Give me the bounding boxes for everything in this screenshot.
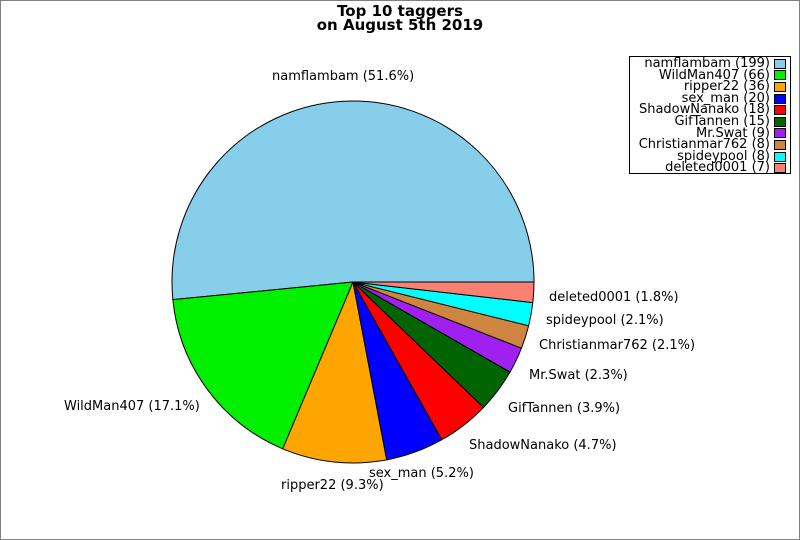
legend-swatch — [774, 70, 786, 81]
pie-slice-label: ShadowNanako (4.7%) — [469, 438, 617, 453]
legend-swatch — [774, 163, 786, 174]
legend-row: ShadowNanako (18) — [630, 104, 788, 116]
legend-swatch — [774, 116, 786, 127]
legend-label: spideypool (8) — [677, 148, 770, 164]
legend-label: ShadowNanako (18) — [638, 102, 770, 118]
legend-label: Mr.Swat (9) — [696, 125, 770, 141]
pie-slice-label: deleted0001 (1.8%) — [549, 290, 679, 305]
pie-slice-label: Christianmar762 (2.1%) — [539, 338, 696, 353]
legend-label: Christianmar762 (8) — [638, 137, 770, 153]
legend-swatch — [774, 128, 786, 139]
legend-row: Christianmar762 (8) — [630, 137, 788, 153]
pie-slice-label: WildMan407 (17.1%) — [64, 399, 200, 414]
legend-label: deleted0001 (7) — [665, 160, 770, 176]
chart-title-line2: on August 5th 2019 — [316, 16, 484, 34]
legend-row: spideypool (8) — [630, 148, 788, 164]
legend-swatch — [774, 93, 786, 104]
legend-swatch — [774, 58, 786, 69]
chart-title: Top 10 taggers on August 5th 2019 — [1, 2, 799, 34]
pie-slice-label: ripper22 (9.3%) — [281, 478, 384, 493]
chart-title-line1: Top 10 taggers — [337, 2, 463, 20]
legend-row: sex_man (20) — [630, 90, 788, 106]
legend-row: namflambam (199) — [630, 56, 788, 71]
pie-slice-deleted0001 — [352, 281, 535, 304]
legend-row: GifTannen (15) — [630, 113, 788, 129]
pie-slice-WildMan407 — [172, 281, 354, 450]
legend-swatch — [774, 151, 786, 162]
legend-swatch — [774, 105, 786, 116]
pie-slice-label: namflambam (51.6%) — [272, 69, 415, 84]
pie-slice-namflambam — [171, 100, 535, 301]
legend-label: GifTannen (15) — [674, 113, 770, 129]
legend-label: WildMan407 (66) — [658, 67, 770, 83]
pie-slice-label: sex_man (5.2%) — [369, 466, 474, 481]
pie-slice-label: spideypool (2.1%) — [546, 313, 664, 328]
legend-label: sex_man (20) — [681, 90, 770, 106]
legend-swatch — [774, 81, 786, 92]
pie-slice-label: GifTannen (3.9%) — [508, 401, 621, 416]
pie-slice-ripper22 — [282, 281, 388, 464]
legend-row: WildMan407 (66) — [630, 67, 788, 83]
pie-slice-label: Mr.Swat (2.3%) — [529, 368, 628, 383]
legend-label: namflambam (199) — [644, 56, 770, 71]
legend-box: namflambam (199) WildMan407 (66) ripper2… — [629, 56, 791, 174]
legend-swatch — [774, 139, 786, 150]
legend-label: ripper22 (36) — [683, 79, 770, 95]
legend-row: Mr.Swat (9) — [630, 125, 788, 141]
legend-row: ripper22 (36) — [630, 79, 788, 95]
legend-row: deleted0001 (7) — [630, 162, 788, 174]
